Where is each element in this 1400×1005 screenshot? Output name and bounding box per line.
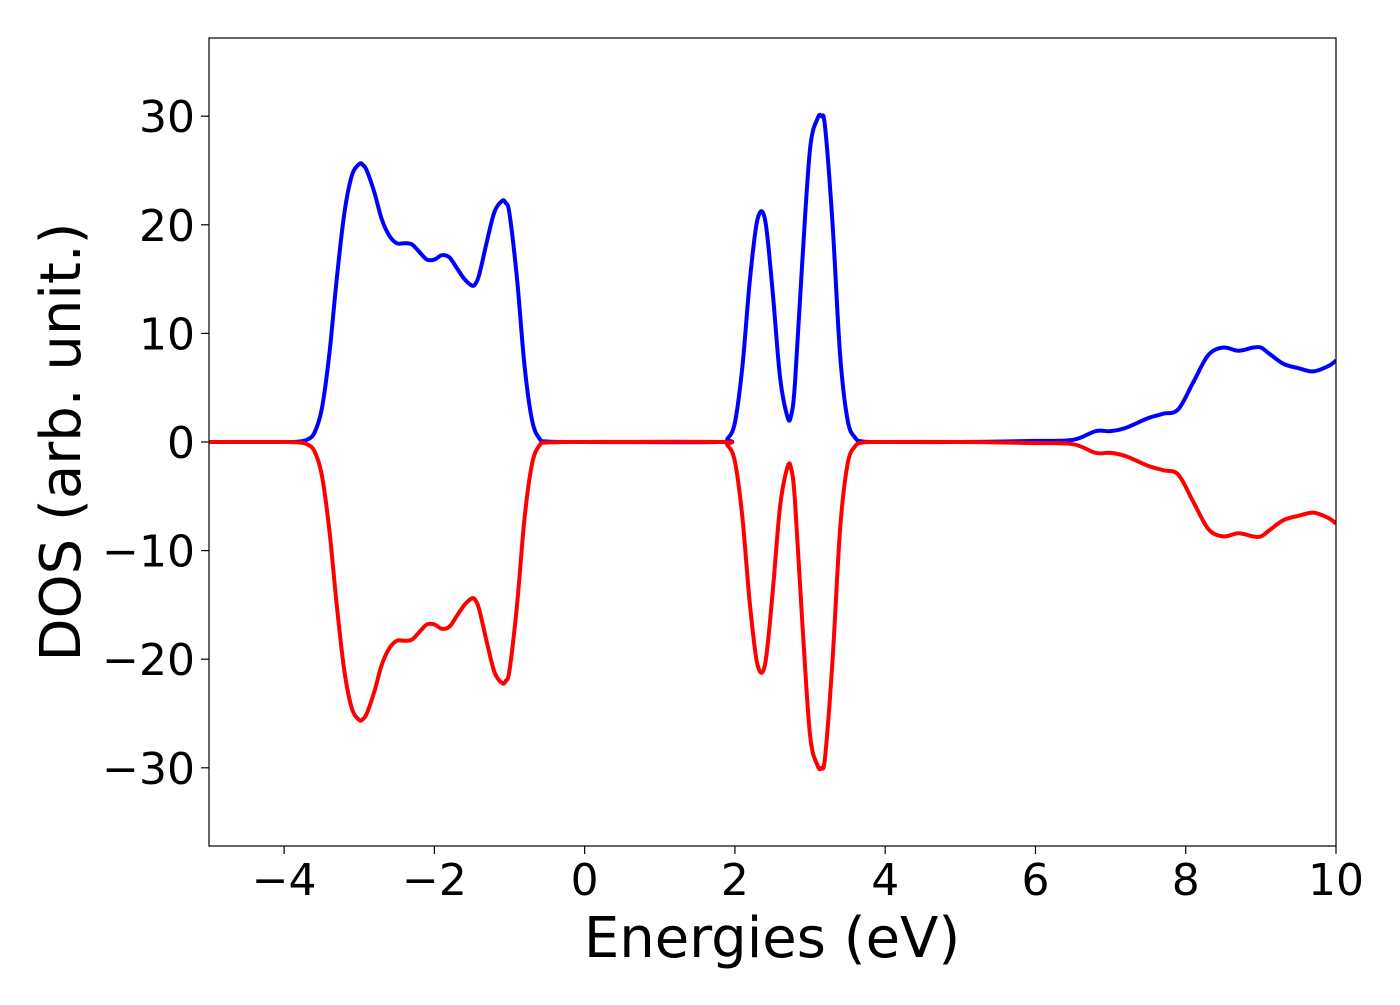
x-axis-label: Energies (eV): [584, 906, 960, 971]
y-tick-label: −10: [102, 527, 195, 578]
y-axis-label: DOS (arb. unit.): [29, 222, 94, 661]
dos-series-line-down: [209, 439, 1336, 772]
dos-series-line-up: [209, 112, 1336, 445]
y-tick-label: 10: [139, 309, 195, 360]
x-tick-label: 2: [721, 855, 749, 906]
y-tick-label: 30: [139, 92, 195, 143]
series-layer: [209, 112, 1336, 772]
x-tick-label: 4: [871, 855, 899, 906]
y-tick-label: 0: [167, 418, 195, 469]
x-tick-label: 0: [571, 855, 599, 906]
x-axis-ticks: −4 −2 0 2 4 6 8 10: [252, 846, 1364, 906]
x-tick-label: 10: [1308, 855, 1364, 906]
x-tick-label: 8: [1172, 855, 1200, 906]
x-tick-label: 6: [1021, 855, 1049, 906]
y-axis-ticks: −30 −20 −10 0 10 20 30: [102, 92, 209, 795]
y-tick-label: 20: [139, 201, 195, 252]
plot-frame: [208, 37, 1337, 847]
y-tick-label: −20: [102, 635, 195, 686]
x-tick-label: −2: [402, 855, 467, 906]
y-tick-label: −30: [102, 744, 195, 795]
x-tick-label: −4: [252, 855, 317, 906]
